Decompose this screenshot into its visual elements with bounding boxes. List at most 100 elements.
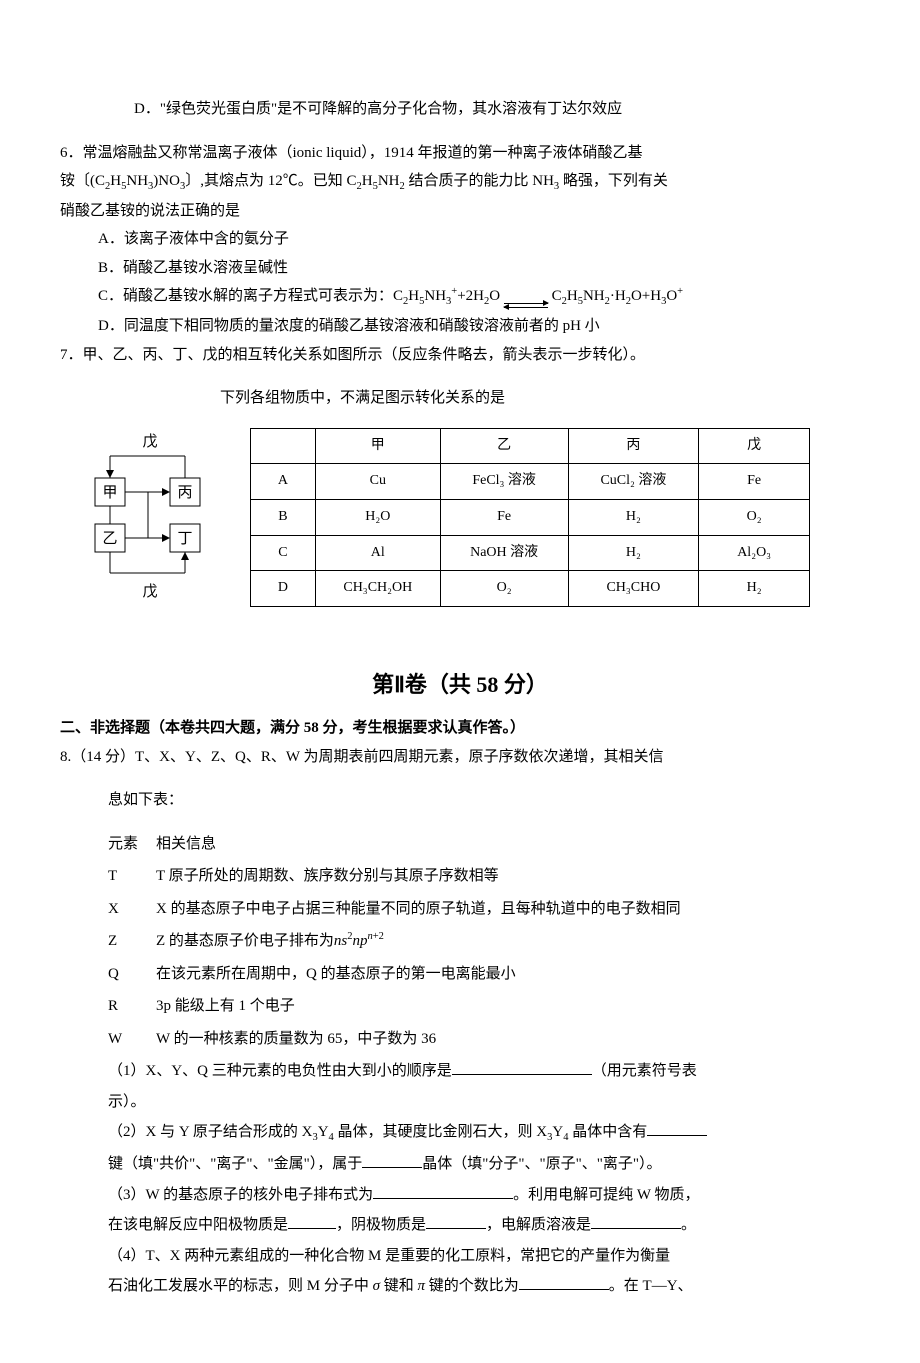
text: H [567, 288, 578, 304]
q8-sub1: （1）X、Y、Q 三种元素的电负性由大到小的顺序是 （用元素符号表 [60, 1057, 860, 1086]
q6-stem-line1: 6．常温熔融盐又称常温离子液体（ionic liquid），1914 年报道的第… [60, 139, 860, 168]
q8-stem-line2: 息如下表： [60, 786, 860, 815]
element-info: X 的基态原子中电子占据三种能量不同的原子轨道，且每种轨道中的电子数相同 [156, 895, 860, 924]
element-symbol: Z [108, 927, 156, 956]
table-cell: A [251, 464, 316, 500]
q7-content-row: 戊 甲 丙 乙 丁 [60, 428, 860, 629]
q8-sub2-line1: （2）X 与 Y 原子结合形成的 X3Y4 晶体，其硬度比金刚石大，则 X3Y4… [60, 1118, 860, 1148]
text: （2）X 与 Y 原子结合形成的 X [108, 1124, 312, 1140]
text: ·H [610, 288, 626, 304]
q8-sub3-line2: 在该电解反应中阳极物质是，阴极物质是，电解质溶液是。 [60, 1211, 860, 1240]
table-header [251, 428, 316, 464]
section-2-title: 第Ⅱ卷（共 58 分） [60, 664, 860, 706]
table-cell: Fe [440, 500, 568, 536]
blank [426, 1213, 486, 1229]
text: ，电解质溶液是 [486, 1217, 591, 1233]
text: 〕,其熔点为 12℃。已知 C [185, 173, 356, 189]
q7-stem-line2: 下列各组物质中，不满足图示转化关系的是 [60, 384, 860, 413]
table-cell: Al [315, 535, 440, 571]
table-cell: CH₃CH₂OH [315, 571, 440, 607]
table-row: ACuFeCl₃ 溶液CuCl₂ 溶液Fe [251, 464, 810, 500]
text: ，阴极物质是 [336, 1217, 426, 1233]
element-symbol: Q [108, 960, 156, 989]
element-info-row: Q在该元素所在周期中，Q 的基态原子的第一电离能最小 [108, 960, 860, 989]
element-info: T 原子所处的周期数、族序数分别与其原子序数相等 [156, 862, 860, 891]
section-2-subhead: 二、非选择题（本卷共四大题，满分 58 分，考生根据要求认真作答。） [60, 714, 860, 743]
table-cell: H₂ [568, 535, 699, 571]
text: （1）X、Y、Q 三种元素的电负性由大到小的顺序是 [108, 1063, 452, 1079]
table-header: 戊 [699, 428, 810, 464]
table-cell: C [251, 535, 316, 571]
q7-stem-line1: 7．甲、乙、丙、丁、戊的相互转化关系如图所示（反应条件略去，箭头表示一步转化）。 [60, 341, 860, 370]
diagram-box-bing: 丙 [177, 485, 192, 501]
text: 晶体，其硬度比金刚石大，则 X [334, 1124, 547, 1140]
q8-sub3-line1: （3）W 的基态原子的核外电子排布式为。利用电解可提纯 W 物质， [60, 1181, 860, 1210]
table-header: 元素 [108, 830, 156, 859]
table-row: DCH₃CH₂OHO₂CH₃CHOH₂ [251, 571, 810, 607]
q8-stem-line1: 8.（14 分）T、X、Y、Z、Q、R、W 为周期表前四周期元素，原子序数依次递… [60, 743, 860, 772]
table-cell: Al₂O₃ [699, 535, 810, 571]
table-row: CAlNaOH 溶液H₂Al₂O₃ [251, 535, 810, 571]
text: Y [552, 1124, 563, 1140]
table-cell: CH₃CHO [568, 571, 699, 607]
text: （用元素符号表 [592, 1063, 697, 1079]
table-cell: CuCl₂ 溶液 [568, 464, 699, 500]
blank [519, 1274, 609, 1290]
table-header: 丙 [568, 428, 699, 464]
text: NH [424, 288, 446, 304]
element-info: Z 的基态原子价电子排布为ns2npn+2 [156, 927, 860, 956]
blank [373, 1183, 513, 1199]
q6-option-b: B．硝酸乙基铵水溶液呈碱性 [60, 254, 860, 283]
text: 铵〔(C [60, 173, 105, 189]
diagram-top-label: 戊 [142, 433, 157, 450]
diagram-bottom-label: 戊 [142, 583, 157, 600]
table-header: 乙 [440, 428, 568, 464]
q8-sub4-line2: 石油化工发展水平的标志，则 M 分子中 σ 键和 π 键的个数比为。在 T—Y、 [60, 1272, 860, 1301]
blank [288, 1213, 336, 1229]
text: C．硝酸乙基铵水解的离子方程式可表示为：C [98, 288, 403, 304]
text: 。 [681, 1217, 696, 1233]
element-info: W 的一种核素的质量数为 65，中子数为 36 [156, 1025, 860, 1054]
element-info-row: R3p 能级上有 1 个电子 [108, 992, 860, 1021]
text: )NO [153, 173, 180, 189]
table-cell: H₂O [315, 500, 440, 536]
table-cell: FeCl₃ 溶液 [440, 464, 568, 500]
table-cell: O₂ [699, 500, 810, 536]
text: 石油化工发展水平的标志，则 M 分子中 [108, 1278, 369, 1294]
element-info-row: XX 的基态原子中电子占据三种能量不同的原子轨道，且每种轨道中的电子数相同 [108, 895, 860, 924]
table-cell: H₂ [699, 571, 810, 607]
table-cell: NaOH 溶液 [440, 535, 568, 571]
text: 。利用电解可提纯 W 物质， [513, 1187, 699, 1203]
text: O [666, 288, 677, 304]
text: 晶体中含有 [568, 1124, 647, 1140]
q8-sub2-line2: 键（填"共价"、"离子"、"金属"），属于 晶体（填"分子"、"原子"、"离子"）… [60, 1150, 860, 1179]
table-cell: O₂ [440, 571, 568, 607]
table-header: 相关信息 [156, 830, 860, 859]
text: Y [318, 1124, 329, 1140]
q6-stem-line3: 硝酸乙基铵的说法正确的是 [60, 197, 860, 226]
text: H [362, 173, 373, 189]
element-info: 3p 能级上有 1 个电子 [156, 992, 860, 1021]
text: H [408, 288, 419, 304]
diagram-box-yi: 乙 [102, 531, 117, 547]
table-header: 甲 [315, 428, 440, 464]
diagram-box-ding: 丁 [177, 531, 192, 547]
text: 。在 T—Y、 [609, 1278, 693, 1294]
text: NH [583, 288, 605, 304]
text: NH [378, 173, 400, 189]
text: 键的个数比为 [425, 1278, 519, 1294]
table-cell: Fe [699, 464, 810, 500]
element-symbol: T [108, 862, 156, 891]
element-info: 在该元素所在周期中，Q 的基态原子的第一电离能最小 [156, 960, 860, 989]
text: 晶体（填"分子"、"原子"、"离子"）。 [422, 1156, 661, 1172]
blank [362, 1152, 422, 1168]
text: 键和 [380, 1278, 414, 1294]
text: 键（填"共价"、"离子"、"金属"），属于 [108, 1156, 362, 1172]
blank [647, 1120, 707, 1136]
diagram-box-jia: 甲 [102, 485, 117, 501]
q8-sub1-cont: 示）。 [60, 1088, 860, 1117]
element-symbol: X [108, 895, 156, 924]
q8-sub4-line1: （4）T、X 两种元素组成的一种化合物 M 是重要的化工原料，常把它的产量作为衡… [60, 1242, 860, 1271]
table-cell: Cu [315, 464, 440, 500]
table-row: BH₂OFeH₂O₂ [251, 500, 810, 536]
